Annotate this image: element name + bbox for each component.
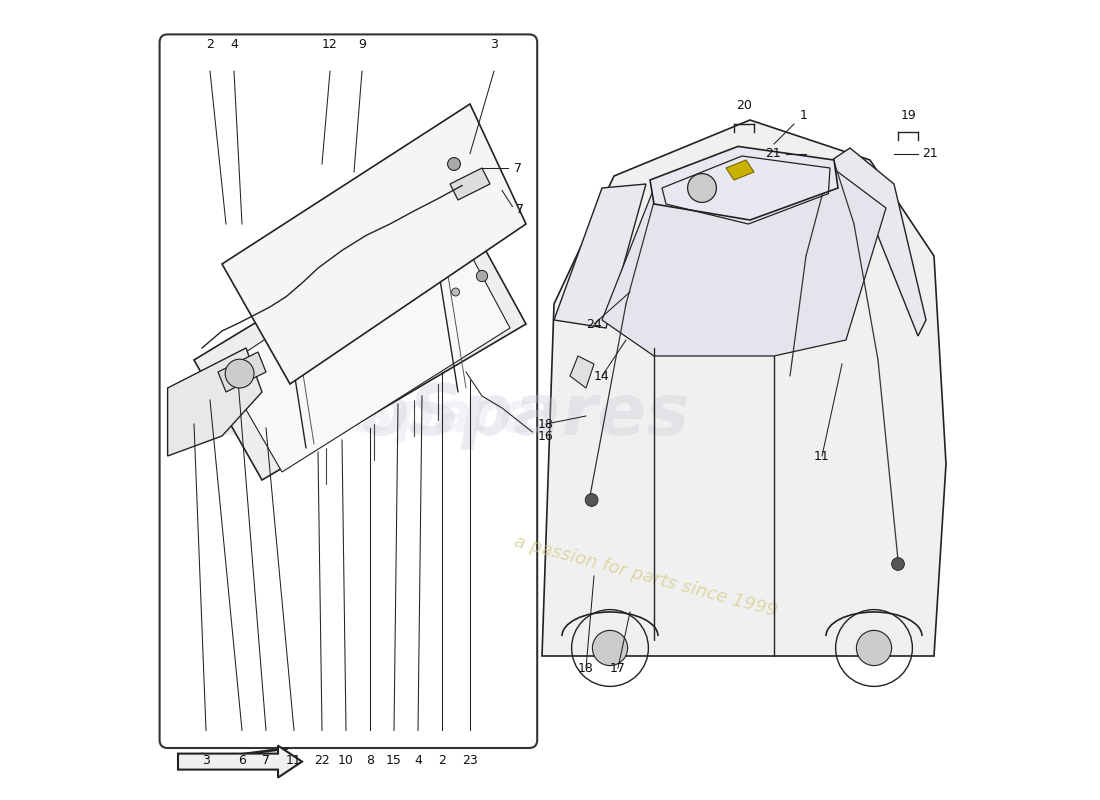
Text: 11: 11 (286, 754, 301, 767)
Polygon shape (542, 120, 946, 656)
Text: 24: 24 (586, 318, 602, 330)
Circle shape (688, 174, 716, 202)
Text: 10: 10 (338, 754, 354, 767)
Polygon shape (650, 146, 838, 220)
Text: 1: 1 (800, 109, 807, 122)
Polygon shape (178, 746, 303, 778)
Circle shape (585, 494, 598, 506)
Text: 3: 3 (202, 754, 210, 767)
Text: 3: 3 (491, 38, 498, 51)
Polygon shape (222, 216, 510, 472)
Text: 19: 19 (901, 109, 916, 122)
Circle shape (452, 288, 460, 296)
Text: 22: 22 (315, 754, 330, 767)
Circle shape (857, 630, 892, 666)
Text: 23: 23 (462, 754, 477, 767)
Text: 16: 16 (537, 430, 553, 442)
Text: a passion for parts since 1999: a passion for parts since 1999 (513, 532, 780, 620)
Polygon shape (450, 168, 490, 200)
Text: 8: 8 (366, 754, 374, 767)
Text: 7: 7 (516, 203, 525, 216)
Text: 7: 7 (514, 162, 522, 174)
Circle shape (593, 630, 628, 666)
Circle shape (892, 558, 904, 570)
Text: 14: 14 (594, 370, 609, 382)
Text: 7: 7 (262, 754, 270, 767)
Polygon shape (570, 356, 594, 388)
Text: 4: 4 (414, 754, 422, 767)
Text: 2: 2 (206, 38, 213, 51)
Text: 15: 15 (386, 754, 402, 767)
Polygon shape (222, 104, 526, 384)
Text: 12: 12 (322, 38, 338, 51)
Text: 9: 9 (359, 38, 366, 51)
Text: 2: 2 (438, 754, 446, 767)
Text: 17: 17 (610, 662, 626, 674)
Polygon shape (167, 348, 262, 456)
Polygon shape (554, 184, 646, 328)
Polygon shape (602, 160, 886, 356)
Text: 11: 11 (814, 450, 829, 462)
Text: 4: 4 (230, 38, 238, 51)
Polygon shape (194, 200, 526, 480)
Text: 18: 18 (579, 662, 594, 674)
Polygon shape (726, 160, 754, 180)
Polygon shape (826, 148, 926, 336)
FancyBboxPatch shape (160, 34, 537, 748)
Text: 6: 6 (238, 754, 246, 767)
Text: 20: 20 (736, 99, 751, 112)
Text: 2uToSpares: 2uToSpares (209, 389, 571, 443)
Text: 21: 21 (764, 147, 780, 160)
Circle shape (448, 158, 461, 170)
Text: 2uToSpares: 2uToSpares (219, 382, 690, 450)
Text: 21: 21 (922, 147, 937, 160)
Polygon shape (218, 352, 266, 392)
Circle shape (226, 359, 254, 388)
Text: 18: 18 (538, 418, 554, 430)
Circle shape (476, 270, 487, 282)
